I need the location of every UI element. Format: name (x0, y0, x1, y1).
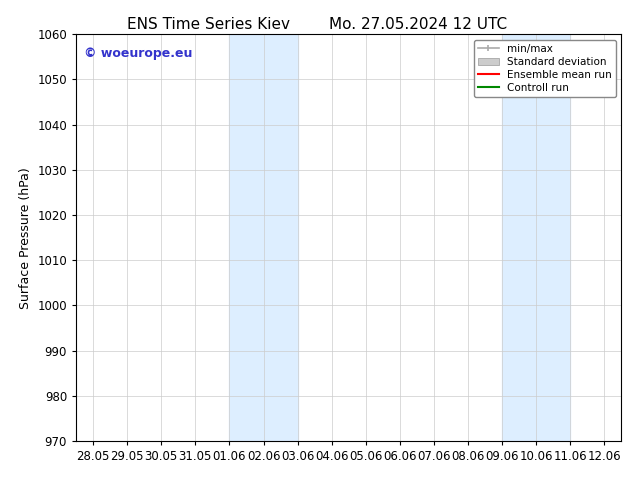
Bar (502, 34, 570, 441)
Text: ENS Time Series Kiev        Mo. 27.05.2024 12 UTC: ENS Time Series Kiev Mo. 27.05.2024 12 U… (127, 17, 507, 32)
Legend: min/max, Standard deviation, Ensemble mean run, Controll run: min/max, Standard deviation, Ensemble me… (474, 40, 616, 97)
Y-axis label: Surface Pressure (hPa): Surface Pressure (hPa) (19, 167, 32, 309)
Bar (230, 34, 297, 441)
Text: © woeurope.eu: © woeurope.eu (84, 47, 193, 59)
